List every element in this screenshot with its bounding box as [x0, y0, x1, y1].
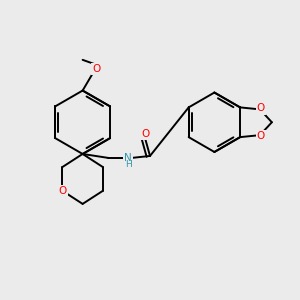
Text: O: O	[257, 131, 265, 141]
Text: O: O	[58, 186, 67, 196]
Text: H: H	[125, 160, 132, 169]
Text: O: O	[92, 64, 101, 74]
Text: O: O	[257, 103, 265, 113]
Text: N: N	[124, 153, 132, 163]
Text: O: O	[141, 129, 149, 139]
